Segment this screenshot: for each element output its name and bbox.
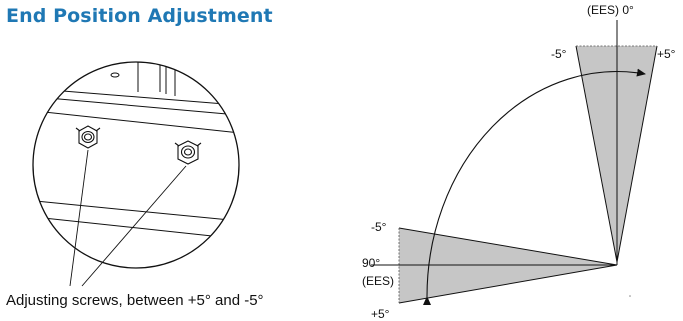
adjusting-screw-1: [75, 125, 101, 149]
screw-caption: Adjusting screws, between +5° and -5°: [6, 292, 264, 309]
label-left-minus-5: -5°: [371, 220, 387, 234]
label-top-plus-5: +5°: [657, 47, 676, 61]
label-ees: (EES): [362, 274, 394, 288]
angle-diagram: [371, 20, 658, 306]
label-ees-0: (EES) 0°: [587, 3, 634, 17]
rotation-arc: [423, 68, 646, 306]
leader-lines: [69, 149, 187, 287]
adjusting-screw-2: [174, 140, 202, 165]
label-ninety: 90°: [362, 256, 380, 270]
label-top-minus-5: -5°: [551, 47, 567, 61]
section-title: End Position Adjustment: [6, 5, 273, 27]
magnified-detail: [32, 61, 240, 269]
label-left-plus-5: +5°: [371, 307, 390, 321]
